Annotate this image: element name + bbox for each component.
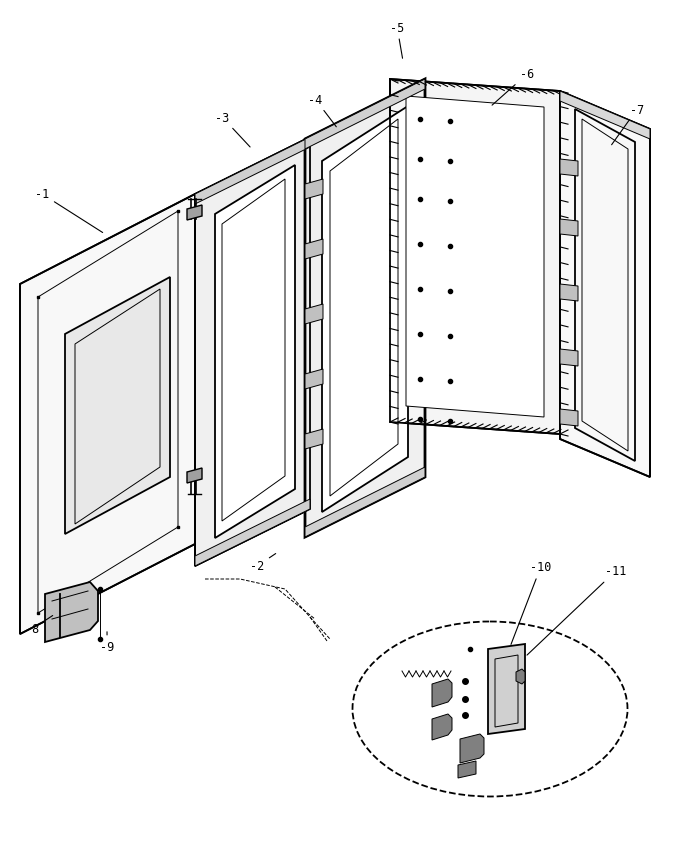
Polygon shape bbox=[432, 679, 452, 707]
Polygon shape bbox=[432, 714, 452, 740]
Text: -6: -6 bbox=[492, 68, 534, 106]
Polygon shape bbox=[560, 409, 578, 426]
Polygon shape bbox=[187, 206, 202, 221]
Polygon shape bbox=[560, 92, 650, 478]
Polygon shape bbox=[390, 80, 560, 435]
Polygon shape bbox=[560, 92, 650, 140]
Polygon shape bbox=[305, 80, 425, 538]
Text: -9: -9 bbox=[100, 632, 114, 654]
Text: -3: -3 bbox=[215, 111, 250, 148]
Polygon shape bbox=[305, 430, 323, 450]
Polygon shape bbox=[45, 582, 98, 642]
Polygon shape bbox=[460, 734, 484, 763]
Text: -5: -5 bbox=[390, 21, 404, 59]
Text: -1: -1 bbox=[35, 188, 103, 233]
Polygon shape bbox=[488, 644, 525, 734]
Polygon shape bbox=[305, 305, 323, 325]
Polygon shape bbox=[305, 240, 323, 260]
Polygon shape bbox=[560, 160, 578, 176]
Polygon shape bbox=[458, 761, 476, 778]
Polygon shape bbox=[560, 219, 578, 236]
Text: -2: -2 bbox=[250, 554, 275, 573]
Polygon shape bbox=[305, 370, 323, 390]
Polygon shape bbox=[215, 165, 295, 538]
Polygon shape bbox=[322, 107, 408, 512]
Polygon shape bbox=[406, 97, 544, 418]
Text: -10: -10 bbox=[511, 560, 551, 645]
Text: -7: -7 bbox=[611, 103, 644, 145]
Polygon shape bbox=[65, 278, 170, 534]
Polygon shape bbox=[305, 180, 323, 200]
Polygon shape bbox=[20, 195, 195, 634]
Polygon shape bbox=[560, 349, 578, 366]
Polygon shape bbox=[305, 468, 425, 538]
Polygon shape bbox=[187, 468, 202, 484]
Polygon shape bbox=[305, 80, 425, 150]
Polygon shape bbox=[516, 669, 525, 684]
Text: -11: -11 bbox=[527, 565, 626, 655]
Polygon shape bbox=[195, 500, 310, 566]
Polygon shape bbox=[195, 138, 310, 566]
Text: -8: -8 bbox=[25, 616, 52, 636]
Text: -4: -4 bbox=[308, 94, 337, 127]
Polygon shape bbox=[195, 138, 310, 205]
Polygon shape bbox=[560, 284, 578, 301]
